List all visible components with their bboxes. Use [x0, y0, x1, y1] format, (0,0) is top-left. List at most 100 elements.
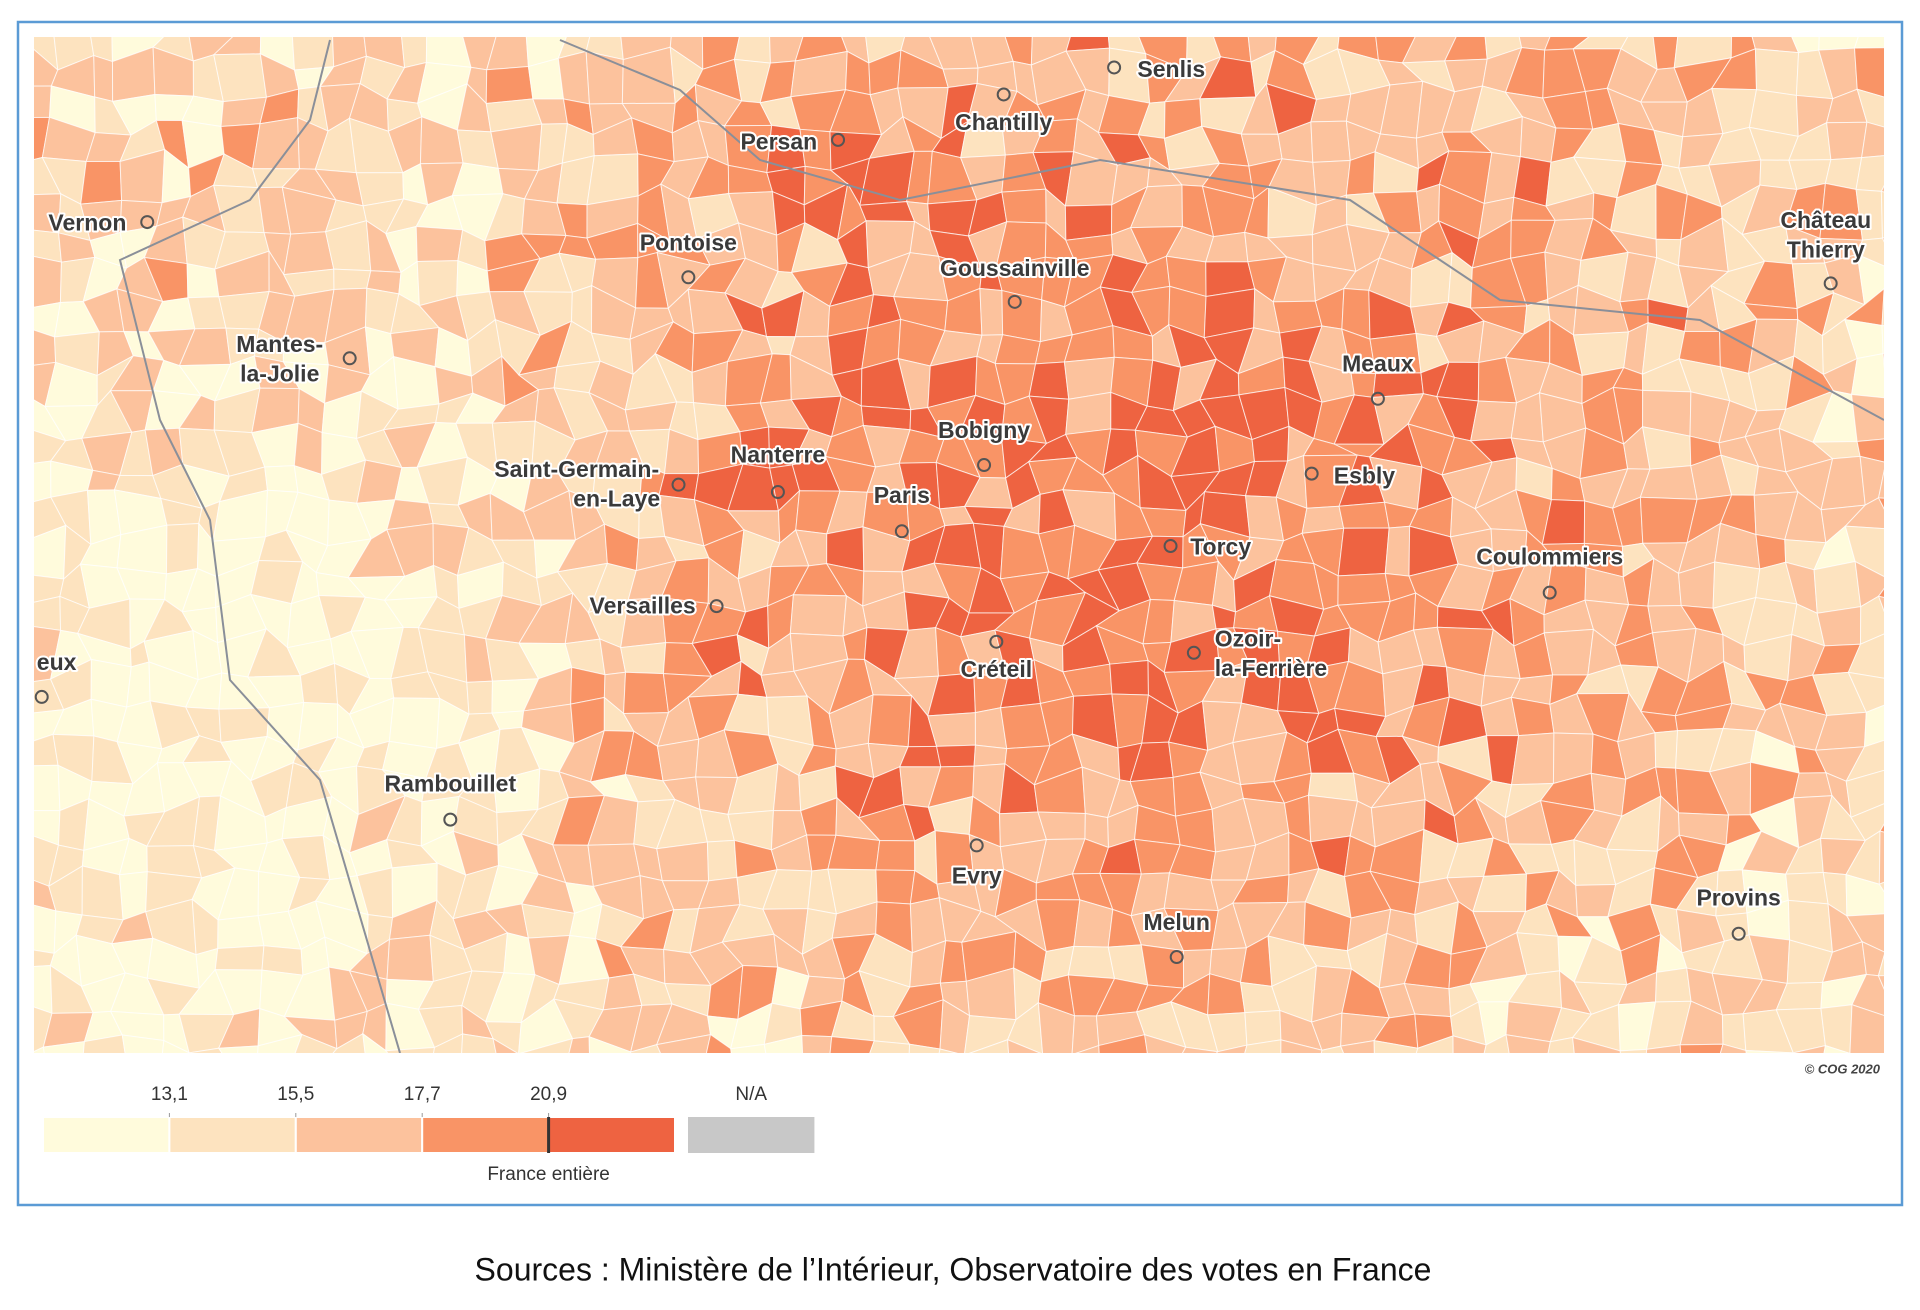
commune [568, 1036, 590, 1053]
commune [1654, 730, 1679, 769]
commune [1785, 872, 1829, 905]
commune [42, 1040, 86, 1053]
commune [1878, 881, 1884, 893]
department-border [118, 39, 401, 1053]
commune [630, 1044, 662, 1053]
commune [1856, 253, 1884, 306]
city-marker [770, 485, 785, 500]
commune [1065, 391, 1112, 436]
commune [1856, 88, 1884, 128]
commune [1320, 1045, 1345, 1053]
commune [730, 1043, 767, 1053]
commune [384, 1046, 436, 1053]
commune [1483, 1033, 1510, 1053]
commune [214, 945, 265, 971]
commune [332, 1032, 366, 1053]
commune [1813, 560, 1862, 614]
city-label: Evry [952, 862, 1002, 888]
commune [1001, 188, 1047, 224]
commune [1181, 1046, 1219, 1053]
commune [1028, 361, 1070, 400]
commune [1844, 497, 1884, 530]
commune [1337, 527, 1390, 577]
commune [656, 1033, 712, 1053]
city-layer: Senlis Chantilly Persan Vernon Pontoise Gouss… [34, 54, 1873, 965]
city-label: la-Ferrière [1215, 655, 1328, 681]
legend-tick-label: 20,9 [530, 1084, 567, 1105]
commune [257, 1033, 303, 1053]
commune [1280, 1039, 1323, 1053]
commune [492, 1037, 519, 1053]
commune [1877, 469, 1884, 499]
commune [1823, 1044, 1851, 1053]
city-label: Bobigny [938, 417, 1030, 443]
map-area [34, 37, 1920, 1053]
commune [1415, 1035, 1454, 1053]
commune [1913, 870, 1920, 920]
legend-na-label: N/A [735, 1084, 767, 1105]
commune [1826, 121, 1868, 161]
commune [623, 671, 670, 715]
commune [1861, 121, 1884, 159]
commune [1547, 1036, 1575, 1053]
city-marker [969, 838, 984, 853]
commune [1816, 606, 1862, 647]
commune [1216, 1044, 1248, 1053]
legend-na-swatch [688, 1117, 815, 1153]
commune [161, 1039, 190, 1053]
commune [1845, 739, 1884, 783]
city-label: Persan [740, 129, 817, 155]
commune [875, 869, 916, 905]
city-label: Paris [874, 482, 930, 508]
commune [90, 658, 132, 708]
commune [1543, 628, 1595, 676]
commune [1878, 830, 1884, 885]
commune [1510, 732, 1555, 786]
commune [1373, 1039, 1419, 1053]
city-marker [342, 351, 357, 366]
legend-swatch [42, 1116, 171, 1154]
commune [461, 1033, 497, 1053]
city-marker [709, 599, 724, 614]
city-label: Château [1780, 207, 1871, 233]
legend-swatch [547, 1116, 676, 1154]
commune [1877, 595, 1884, 613]
legend-swatch [421, 1116, 550, 1154]
city-label: Pontoise [640, 229, 737, 255]
commune [283, 231, 335, 276]
commune [557, 50, 590, 105]
commune [869, 1040, 911, 1053]
commune [1882, 353, 1884, 369]
commune [1881, 237, 1884, 243]
commune [1109, 659, 1149, 696]
commune [1851, 973, 1884, 1017]
commune [1337, 572, 1391, 606]
commune [484, 1021, 522, 1053]
commune [979, 287, 1004, 336]
commune [386, 934, 434, 982]
commune [1745, 1049, 1794, 1053]
commune [1384, 525, 1411, 577]
city-label: en-Laye [573, 486, 660, 512]
commune [1244, 1010, 1282, 1046]
city-label: Vernon [48, 210, 126, 236]
city-marker [443, 812, 458, 827]
source-note: Sources : Ministère de l’Intérieur, Obse… [475, 1251, 1432, 1287]
commune [1916, 732, 1920, 778]
commune [1856, 438, 1884, 463]
commune [705, 1033, 732, 1053]
commune [1877, 587, 1884, 599]
commune [1846, 913, 1884, 953]
commune [1075, 1044, 1100, 1053]
commune [1877, 975, 1884, 990]
commune [1719, 1043, 1747, 1053]
commune [1792, 1044, 1827, 1053]
copyright: © COG 2020 [1805, 1061, 1881, 1076]
commune [466, 680, 493, 715]
commune [938, 1048, 958, 1053]
commune [1847, 633, 1884, 679]
commune [867, 694, 913, 748]
commune [1754, 48, 1800, 97]
city-marker [996, 87, 1011, 102]
commune [656, 841, 710, 882]
